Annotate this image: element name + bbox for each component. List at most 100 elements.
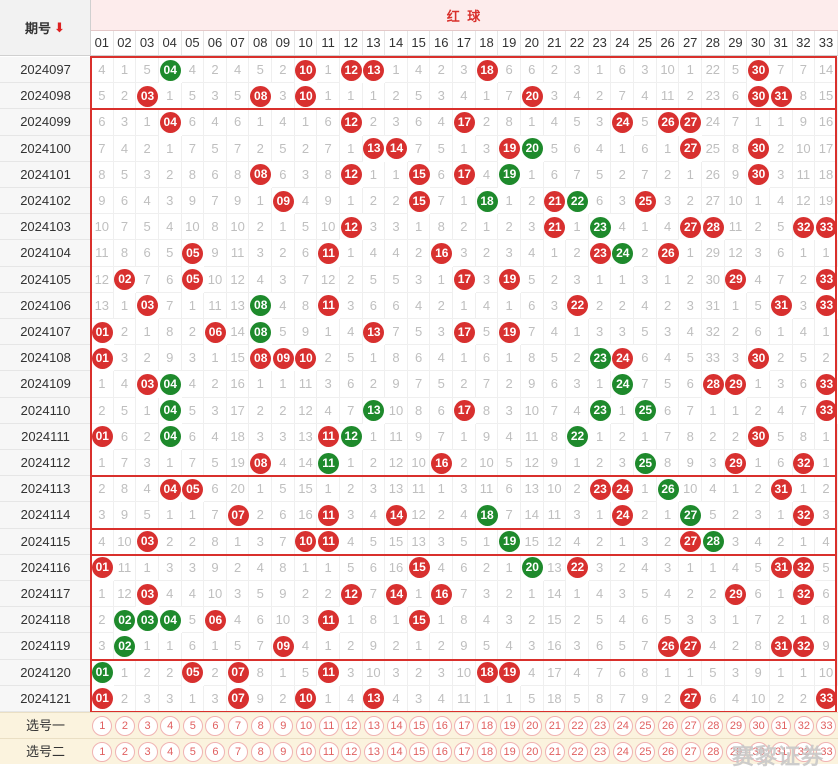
- select-ball[interactable]: 18: [477, 716, 498, 736]
- select-ball[interactable]: 12: [341, 742, 362, 762]
- select-ball[interactable]: 18: [477, 742, 498, 762]
- red-ball: 12: [340, 164, 362, 186]
- select-ball[interactable]: 32: [793, 716, 814, 736]
- select-ball[interactable]: 16: [431, 716, 452, 736]
- select-ball[interactable]: 19: [499, 742, 520, 762]
- select-ball[interactable]: 11: [318, 742, 339, 762]
- miss-cell: 7: [634, 371, 657, 398]
- select-ball[interactable]: 31: [771, 742, 792, 762]
- select-ball[interactable]: 2: [114, 716, 135, 736]
- select-ball[interactable]: 29: [725, 742, 746, 762]
- miss-cell: 5: [113, 161, 137, 188]
- select-ball[interactable]: 22: [567, 716, 588, 736]
- miss-cell: 2: [679, 266, 702, 293]
- select-ball[interactable]: 29: [725, 716, 746, 736]
- select-ball[interactable]: 7: [228, 742, 249, 762]
- select-ball[interactable]: 8: [250, 742, 271, 762]
- select-ball[interactable]: 12: [341, 716, 362, 736]
- select-ball[interactable]: 26: [658, 742, 679, 762]
- miss-cell: 9: [204, 554, 227, 581]
- select-ball[interactable]: 15: [409, 716, 430, 736]
- select-ball[interactable]: 17: [454, 716, 475, 736]
- miss-cell: 4: [181, 371, 205, 398]
- select-ball[interactable]: 23: [590, 742, 611, 762]
- select-ball[interactable]: 5: [182, 716, 203, 736]
- select-ball[interactable]: 19: [499, 716, 520, 736]
- select-ball[interactable]: 7: [228, 716, 249, 736]
- select-ball[interactable]: 25: [635, 716, 656, 736]
- select-ball[interactable]: 5: [182, 742, 203, 762]
- miss-cell: 1: [724, 607, 748, 634]
- miss-cell: 3: [91, 502, 114, 529]
- select-ball[interactable]: 4: [160, 742, 181, 762]
- select-ball[interactable]: 33: [816, 716, 837, 736]
- miss-cell: 5: [543, 135, 567, 162]
- select-ball[interactable]: 10: [295, 716, 316, 736]
- select-ball[interactable]: 11: [318, 716, 339, 736]
- select-ball[interactable]: 30: [748, 716, 769, 736]
- miss-cell: 10: [520, 397, 544, 424]
- miss-cell: 2: [656, 292, 680, 319]
- miss-cell: 3: [453, 240, 476, 267]
- select-ball[interactable]: 8: [250, 716, 271, 736]
- miss-cell: 10: [724, 188, 748, 215]
- miss-cell: 1: [204, 633, 227, 660]
- select-ball[interactable]: 20: [522, 716, 543, 736]
- select-ball[interactable]: 10: [295, 742, 316, 762]
- select-ball[interactable]: 13: [363, 716, 384, 736]
- select-ball[interactable]: 21: [544, 742, 565, 762]
- select-ball[interactable]: 23: [590, 716, 611, 736]
- select-ball[interactable]: 28: [703, 742, 724, 762]
- miss-cell: 6: [181, 109, 205, 136]
- miss-cell: 9: [792, 109, 816, 136]
- period-header[interactable]: 期号 ⬇: [0, 0, 91, 56]
- miss-cell: 1: [453, 188, 476, 215]
- select-ball[interactable]: 27: [680, 716, 701, 736]
- period-cell: 2024118: [0, 607, 91, 634]
- select-ball[interactable]: 21: [544, 716, 565, 736]
- miss-cell: 6: [815, 581, 838, 608]
- select-ball[interactable]: 16: [431, 742, 452, 762]
- select-ball[interactable]: 32: [793, 742, 814, 762]
- select-ball[interactable]: 9: [273, 742, 294, 762]
- miss-cell: 33: [702, 345, 725, 372]
- select-ball[interactable]: 3: [137, 716, 158, 736]
- select-ball[interactable]: 24: [612, 742, 633, 762]
- select-ball[interactable]: 1: [92, 742, 113, 762]
- select-ball[interactable]: 27: [680, 742, 701, 762]
- miss-cell: 5: [498, 450, 521, 477]
- miss-cell: 7: [181, 135, 205, 162]
- miss-cell: 2: [453, 214, 476, 241]
- select-ball[interactable]: 30: [748, 742, 769, 762]
- select-ball[interactable]: 14: [386, 742, 407, 762]
- select-ball[interactable]: 3: [137, 742, 158, 762]
- select-ball[interactable]: 33: [816, 742, 837, 762]
- select-ball[interactable]: 6: [205, 716, 226, 736]
- down-arrow-icon[interactable]: ⬇: [54, 19, 65, 35]
- select-ball[interactable]: 14: [386, 716, 407, 736]
- select-ball[interactable]: 31: [771, 716, 792, 736]
- miss-cell: 4: [769, 188, 793, 215]
- select-ball[interactable]: 20: [522, 742, 543, 762]
- miss-cell: 4: [498, 633, 521, 660]
- miss-cell: 4: [475, 292, 499, 319]
- select-ball[interactable]: 28: [703, 716, 724, 736]
- select-ball[interactable]: 26: [658, 716, 679, 736]
- select-ball[interactable]: 1: [92, 716, 113, 736]
- select-ball[interactable]: 13: [363, 742, 384, 762]
- miss-cell: 2: [747, 397, 770, 424]
- select-ball[interactable]: 24: [612, 716, 633, 736]
- select-ball[interactable]: 25: [635, 742, 656, 762]
- select-ball[interactable]: 6: [205, 742, 226, 762]
- select-ball[interactable]: 22: [567, 742, 588, 762]
- column-header: 13: [363, 31, 386, 55]
- miss-cell: 10: [272, 607, 295, 634]
- select-ball[interactable]: 17: [454, 742, 475, 762]
- select-ball[interactable]: 15: [409, 742, 430, 762]
- red-ball: 29: [725, 583, 747, 605]
- green-ball: 23: [589, 400, 611, 422]
- select-ball[interactable]: 2: [114, 742, 135, 762]
- select-ball[interactable]: 9: [273, 716, 294, 736]
- miss-cell: 3: [747, 502, 770, 529]
- select-ball[interactable]: 4: [160, 716, 181, 736]
